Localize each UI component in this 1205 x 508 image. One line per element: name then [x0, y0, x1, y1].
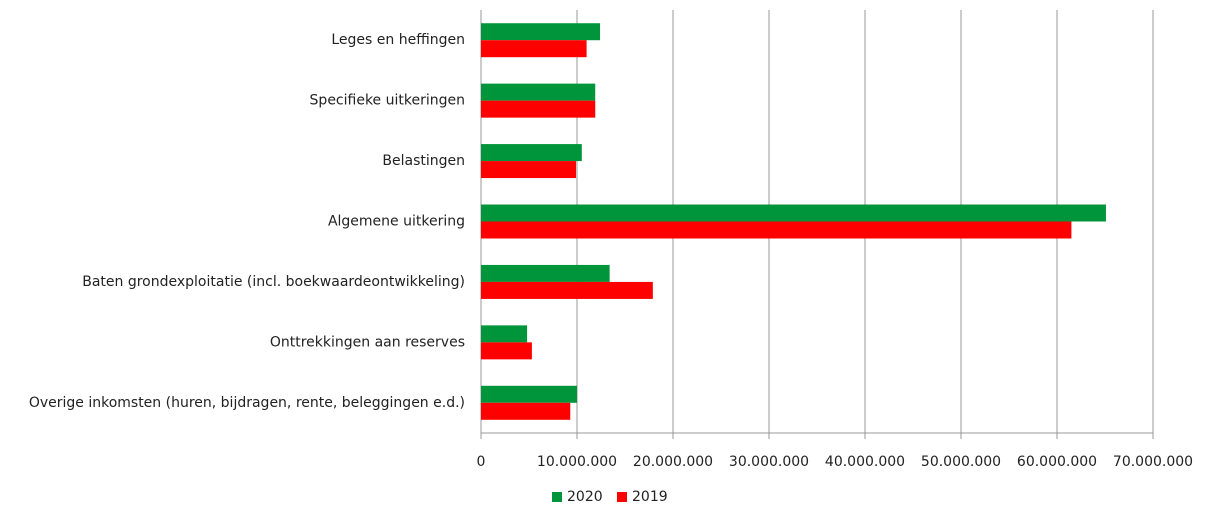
x-tick-label: 10.000.000 [537, 454, 617, 470]
bar [481, 23, 601, 41]
category-label: Specifieke uitkeringen [310, 93, 465, 109]
bar [481, 281, 653, 299]
legend-label: 2020 [567, 489, 603, 505]
x-tick-label: 0 [477, 454, 486, 470]
category-label: Onttrekkingen aan reserves [270, 334, 465, 350]
x-tick-label: 50.000.000 [921, 454, 1001, 470]
bar [481, 264, 610, 282]
legend-swatch [617, 492, 627, 502]
x-tick-label: 30.000.000 [729, 454, 809, 470]
x-tick-label: 40.000.000 [825, 454, 905, 470]
bar [481, 83, 596, 101]
bar [481, 144, 582, 162]
bar [481, 325, 528, 343]
category-label: Belastingen [382, 153, 465, 169]
category-label: Baten grondexploitatie (incl. boekwaarde… [82, 274, 465, 290]
legend-swatch [552, 492, 562, 502]
bar [481, 221, 1072, 239]
x-tick-label: 20.000.000 [633, 454, 713, 470]
bar [481, 40, 587, 58]
category-label: Leges en heffingen [331, 32, 465, 48]
category-label: Overige inkomsten (huren, bijdragen, ren… [29, 395, 465, 411]
bar [481, 385, 577, 403]
bar [481, 204, 1106, 222]
x-tick-label: 70.000.000 [1113, 454, 1193, 470]
legend-label: 2019 [632, 489, 668, 505]
x-tick-label: 60.000.000 [1017, 454, 1097, 470]
category-label: Algemene uitkering [328, 214, 465, 230]
bar [481, 402, 571, 420]
bar [481, 161, 577, 179]
bar [481, 100, 596, 118]
bar [481, 342, 532, 360]
